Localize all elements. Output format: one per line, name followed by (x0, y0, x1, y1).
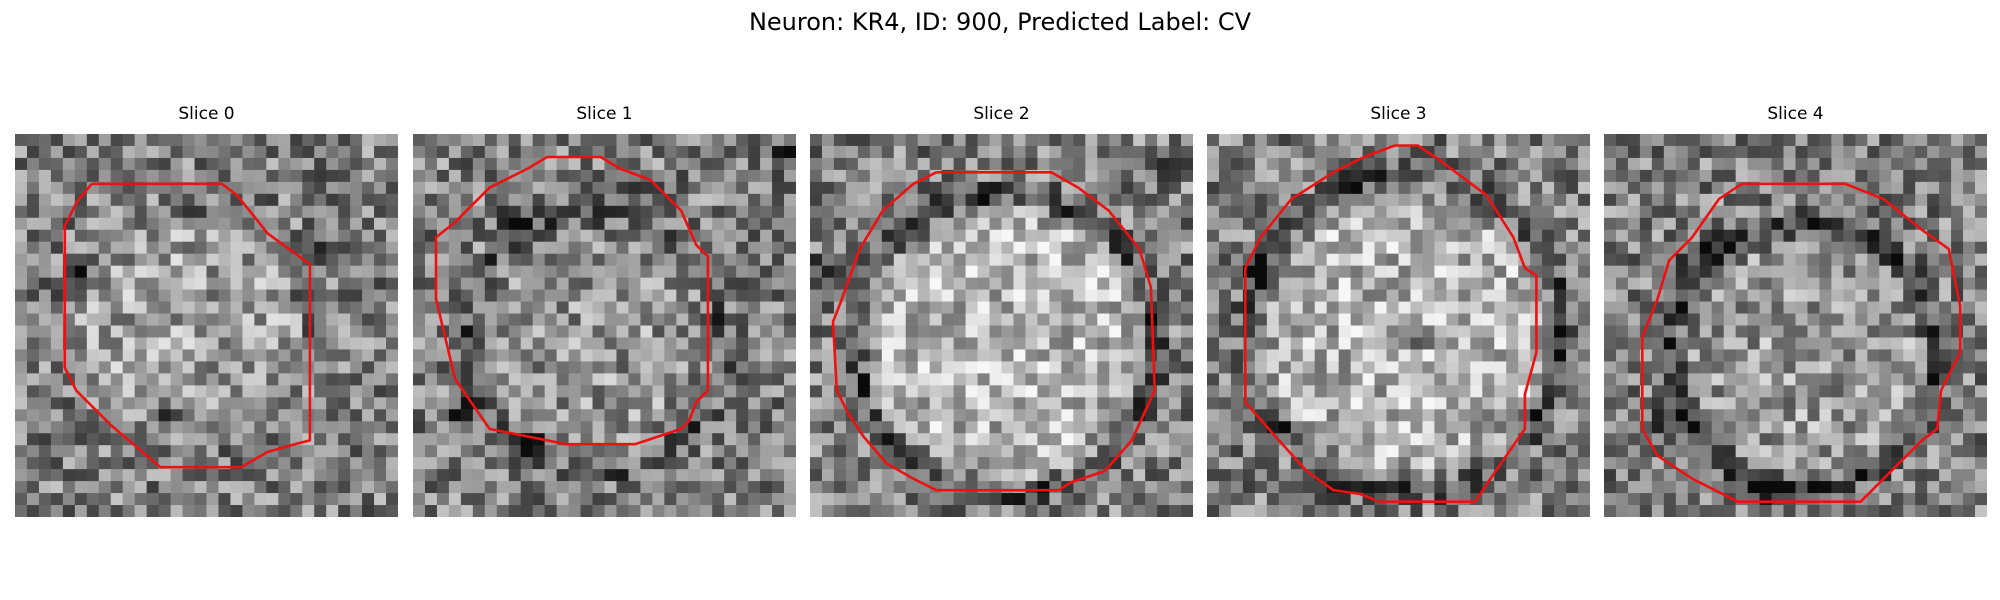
roi-outline (63, 182, 312, 469)
slice-title: Slice 3 (1370, 104, 1427, 124)
roi-outline (1640, 182, 1962, 504)
slice-image (15, 134, 398, 517)
slice-image (1207, 134, 1590, 517)
slice-panel-1: Slice 1 (413, 104, 796, 517)
slice-title: Slice 0 (178, 104, 235, 124)
slice-title: Slice 1 (576, 104, 633, 124)
slice-image (413, 134, 796, 517)
figure-title: Neuron: KR4, ID: 900, Predicted Label: C… (748, 8, 1252, 36)
slice-image (1604, 134, 1987, 517)
slice-panel-2: Slice 2 (810, 104, 1193, 517)
slice-image (810, 134, 1193, 517)
roi-outline (1243, 144, 1538, 504)
slice-panel-4: Slice 4 (1604, 104, 1987, 517)
roi-outline (831, 170, 1157, 492)
slice-panel-0: Slice 0 (15, 104, 398, 517)
slice-panel-3: Slice 3 (1207, 104, 1590, 517)
slice-title: Slice 4 (1767, 104, 1824, 124)
roi-outline (434, 155, 710, 446)
slice-title: Slice 2 (973, 104, 1030, 124)
